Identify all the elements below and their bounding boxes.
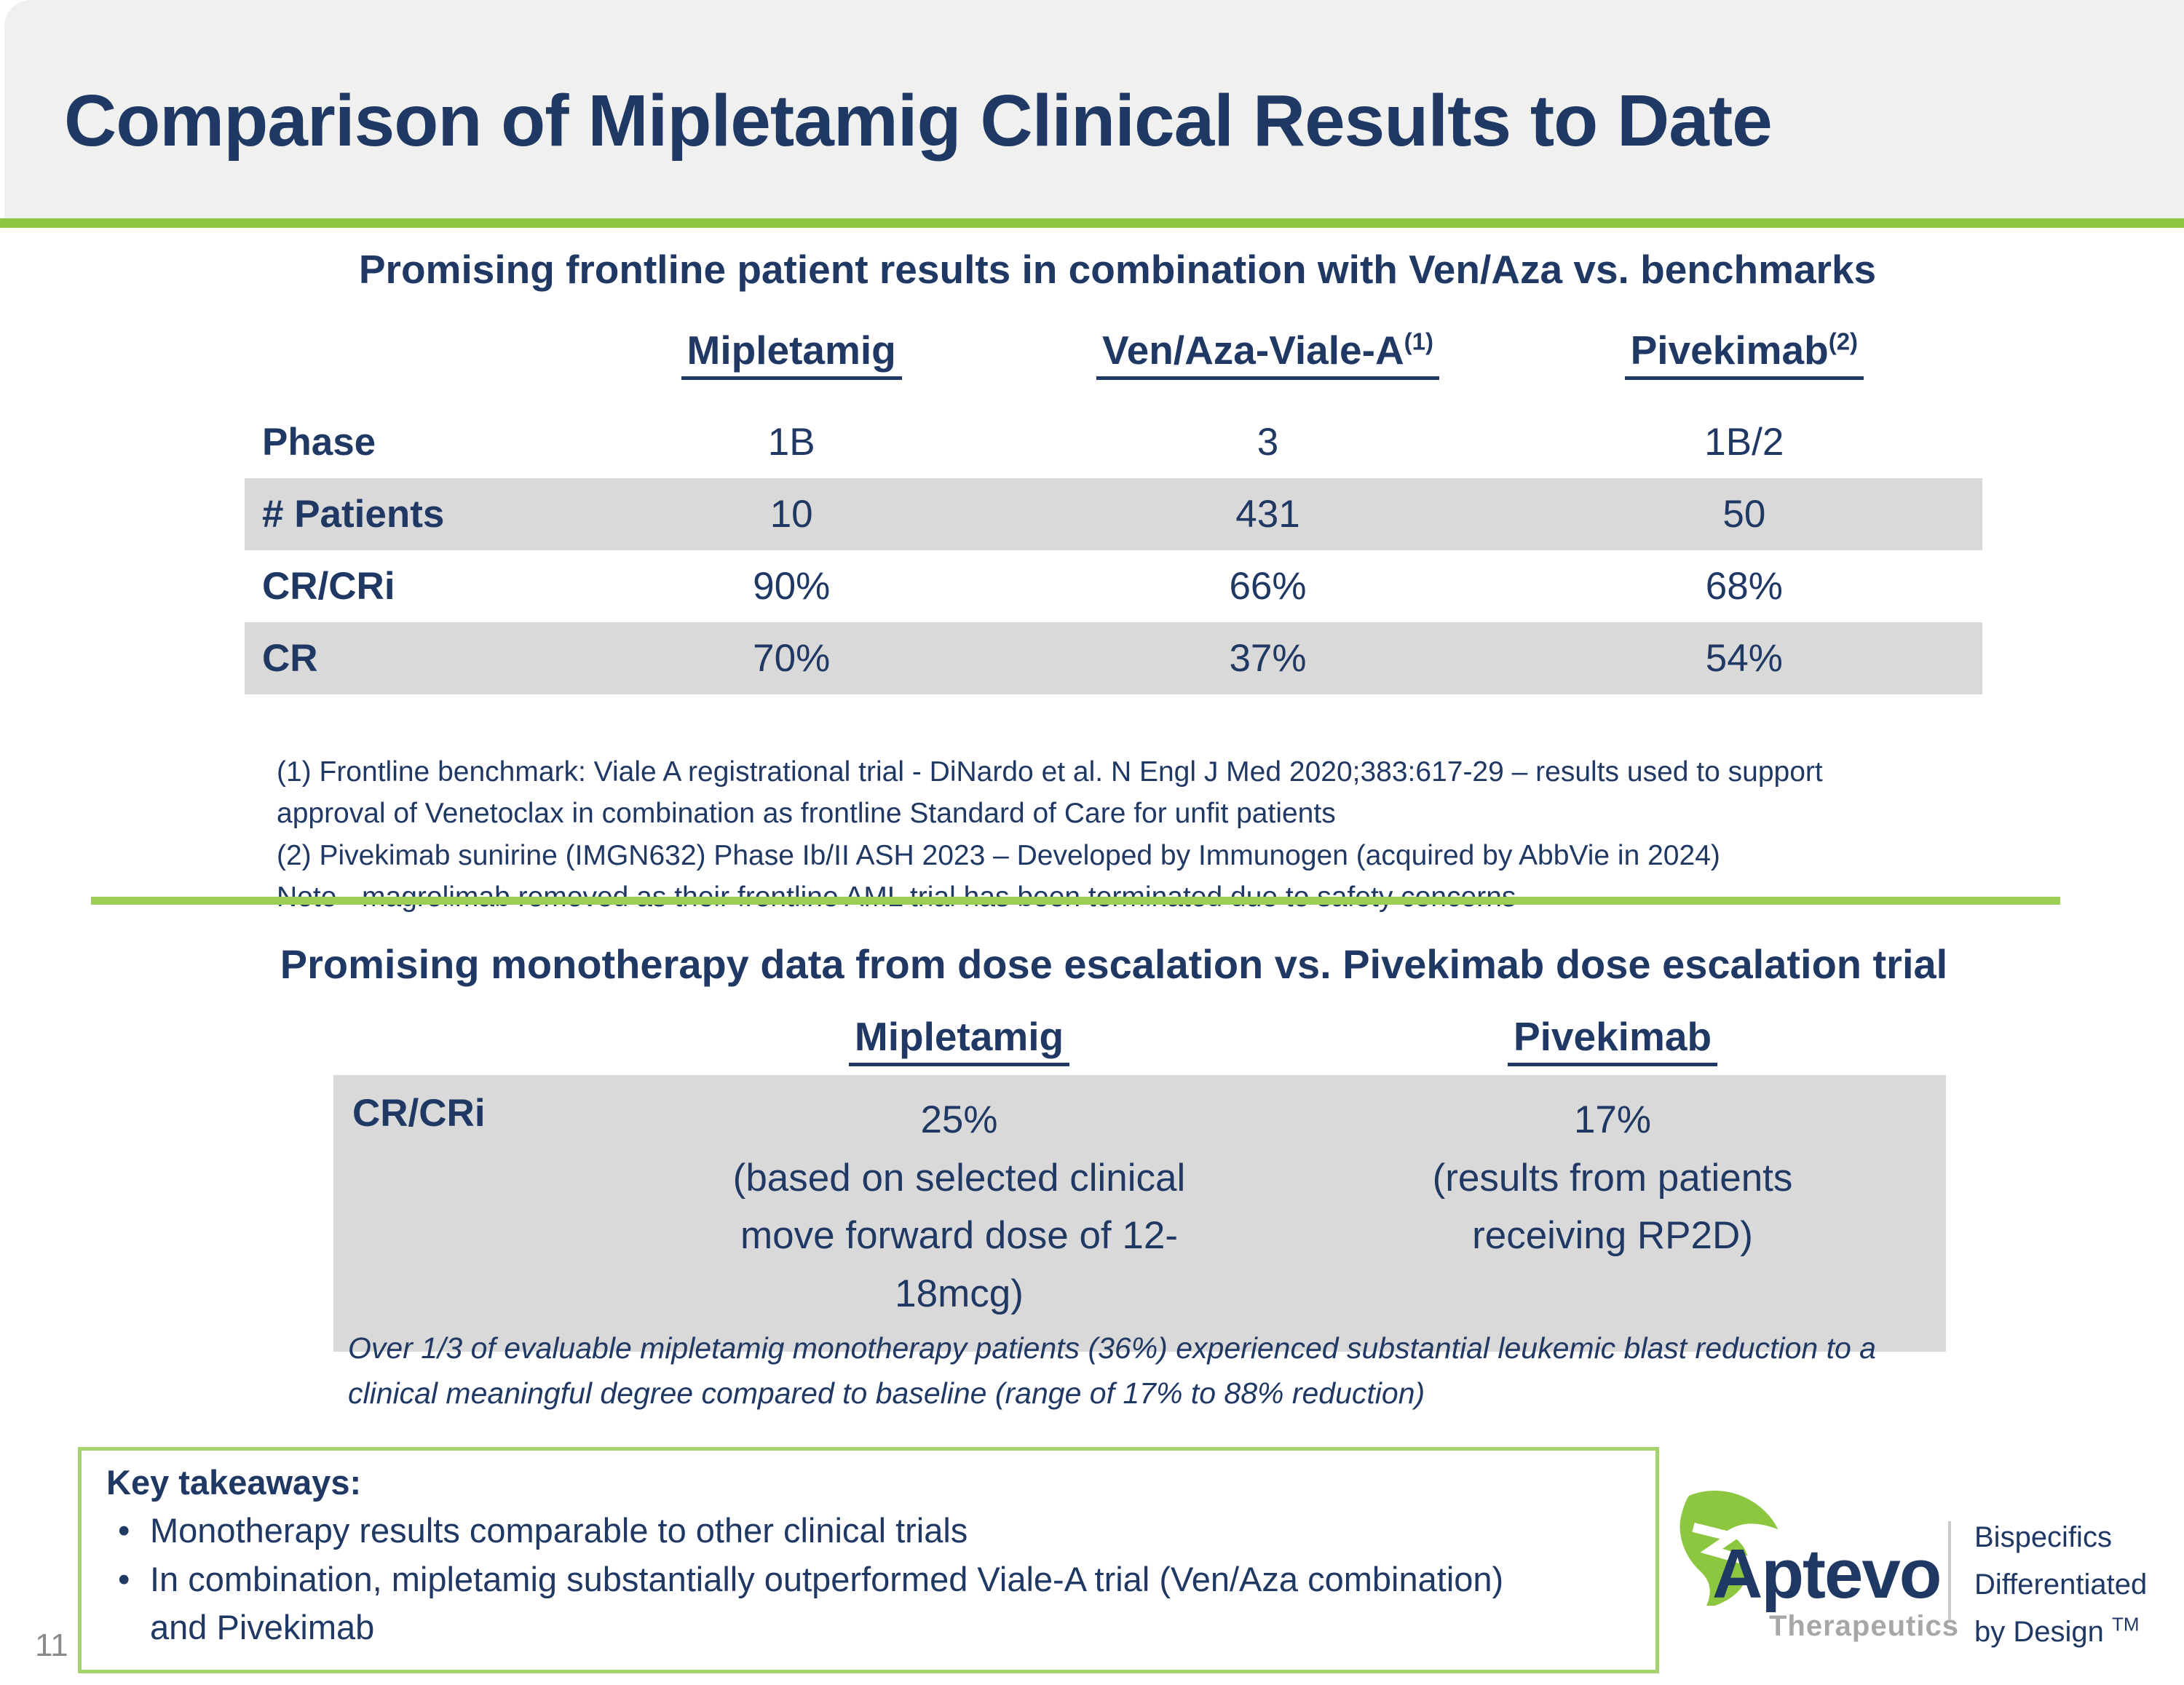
cell-value: 68% xyxy=(1705,565,1783,608)
footnotes: (1) Frontline benchmark: Viale A registr… xyxy=(277,751,1878,918)
cell-note: (results from patients receiving RP2D) xyxy=(1432,1156,1793,1258)
slide-header: Comparison of Mipletamig Clinical Result… xyxy=(4,0,2184,218)
table1-body: Phase 1B 3 1B/2 # Patients 10 431 50 CR/… xyxy=(245,406,1982,694)
row-label: CR/CRi xyxy=(352,1092,486,1135)
section-separator-line xyxy=(91,897,2060,905)
table2-col-mipletamig: Mipletamig xyxy=(561,1013,1358,1066)
footnote-2: (2) Pivekimab sunirine (IMGN632) Phase I… xyxy=(277,839,1720,871)
cell-value: 1B/2 xyxy=(1704,421,1784,464)
cell-value: 1B xyxy=(767,421,815,464)
cell-value: 3 xyxy=(1257,421,1279,464)
monotherapy-table: Mipletamig Pivekimab CR/CRi 25% (based o… xyxy=(333,1013,1946,1352)
tagline-line: by Design TM xyxy=(1974,1613,2140,1648)
row-label: CR/CRi xyxy=(262,565,395,608)
column-label: Ven/Aza-Viale-A xyxy=(1101,328,1404,373)
tagline-line: Bispecifics xyxy=(1974,1521,2112,1553)
header-accent-bar xyxy=(0,218,2184,228)
cell-value: 17% xyxy=(1573,1098,1652,1141)
mipletamig-cell: 25% (based on selected clinical move for… xyxy=(561,1091,1358,1323)
page-title: Comparison of Mipletamig Clinical Result… xyxy=(64,79,1773,162)
aptevo-logo-subtext: Therapeutics xyxy=(1769,1610,1959,1642)
tagline-line: Differentiated xyxy=(1974,1568,2148,1601)
section2-heading: Promising monotherapy data from dose esc… xyxy=(280,941,1948,987)
table2-shaded-row: CR/CRi 25% (based on selected clinical m… xyxy=(333,1075,1946,1352)
cell-value: 10 xyxy=(769,493,813,536)
cell-note: (based on selected clinical move forward… xyxy=(732,1156,1186,1315)
column-label: Mipletamig xyxy=(687,328,896,373)
cell-value: 37% xyxy=(1229,637,1307,680)
row-label: # Patients xyxy=(262,493,445,536)
section1-heading: Promising frontline patient results in c… xyxy=(358,247,1877,292)
row-label: Phase xyxy=(262,421,376,464)
column-superscript: (2) xyxy=(1828,328,1859,355)
key-takeaways-box: Key takeaways: Monotherapy results compa… xyxy=(78,1447,1659,1674)
column-superscript: (1) xyxy=(1404,328,1434,355)
table1-col-pivekimab: Pivekimab(2) xyxy=(1506,327,1982,380)
table1-header-row: Mipletamig Ven/Aza-Viale-A(1) Pivekimab(… xyxy=(245,319,1982,380)
column-label: Pivekimab xyxy=(1630,328,1829,373)
takeaway-item: In combination, mipletamig substantially… xyxy=(106,1555,1533,1652)
row-label: CR xyxy=(262,637,318,680)
trademark-symbol: TM xyxy=(2112,1613,2140,1636)
table-row-cr: CR 70% 37% 54% xyxy=(245,622,1982,694)
aptevo-logo-text: Aptevo xyxy=(1712,1535,1942,1613)
cell-value: 54% xyxy=(1705,637,1783,680)
monotherapy-italic-note: Over 1/3 of evaluable mipletamig monothe… xyxy=(348,1331,1876,1410)
table-row-phase: Phase 1B 3 1B/2 xyxy=(245,406,1982,478)
cell-value: 70% xyxy=(753,637,831,680)
page-number: 11 xyxy=(35,1627,68,1663)
table-row-patients: # Patients 10 431 50 xyxy=(245,478,1982,550)
logo-divider xyxy=(1948,1521,1951,1620)
cell-value: 431 xyxy=(1235,493,1300,536)
column-label: Mipletamig xyxy=(848,1013,1070,1066)
pivekimab-cell: 17% (results from patients receiving RP2… xyxy=(1358,1091,1867,1323)
table1-col-mipletamig: Mipletamig xyxy=(553,327,1029,380)
takeaways-list: Monotherapy results comparable to other … xyxy=(106,1507,1626,1652)
cell-value: 25% xyxy=(920,1098,998,1141)
aptevo-leaf-icon xyxy=(1679,1491,1779,1606)
table2-col-pivekimab: Pivekimab xyxy=(1358,1013,1867,1066)
logo-tagline: Bispecifics Differentiated by Design TM xyxy=(1974,1514,2147,1655)
cell-value: 90% xyxy=(753,565,831,608)
frontline-results-table: Mipletamig Ven/Aza-Viale-A(1) Pivekimab(… xyxy=(245,319,1982,694)
footnote-1: (1) Frontline benchmark: Viale A registr… xyxy=(277,756,1823,830)
table-row-crcri: CR/CRi 90% 66% 68% xyxy=(245,550,1982,622)
table2-header-row: Mipletamig Pivekimab xyxy=(333,1013,1946,1066)
takeaways-heading: Key takeaways: xyxy=(106,1463,362,1502)
cell-value: 66% xyxy=(1229,565,1307,608)
cell-value: 50 xyxy=(1722,493,1766,536)
table1-col-venaza: Ven/Aza-Viale-A(1) xyxy=(1029,327,1506,380)
column-label: Pivekimab xyxy=(1507,1013,1718,1066)
takeaway-item: Monotherapy results comparable to other … xyxy=(106,1507,1533,1555)
